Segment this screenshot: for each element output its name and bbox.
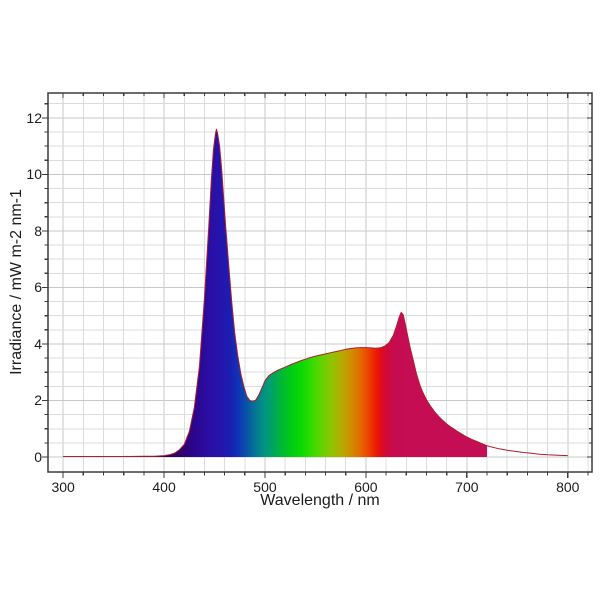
x-tick-label: 500 (253, 479, 277, 495)
y-tick-label: 0 (34, 449, 42, 466)
y-axis-title: Irradiance / mW m-2 nm-1 (8, 189, 25, 375)
x-tick-label: 400 (152, 479, 176, 495)
y-tick-label: 10 (26, 166, 42, 183)
x-tick-label: 600 (354, 479, 378, 495)
y-tick-label: 4 (34, 335, 42, 352)
y-tick-label: 8 (34, 222, 42, 239)
x-tick-label: 300 (51, 479, 75, 495)
y-tick-label: 6 (34, 279, 42, 296)
y-tick-label: 2 (34, 392, 42, 409)
x-axis-title: Wavelength / nm (260, 492, 380, 509)
x-tick-label: 700 (455, 479, 479, 495)
x-tick-label: 800 (556, 479, 580, 495)
y-tick-label: 12 (26, 109, 42, 126)
